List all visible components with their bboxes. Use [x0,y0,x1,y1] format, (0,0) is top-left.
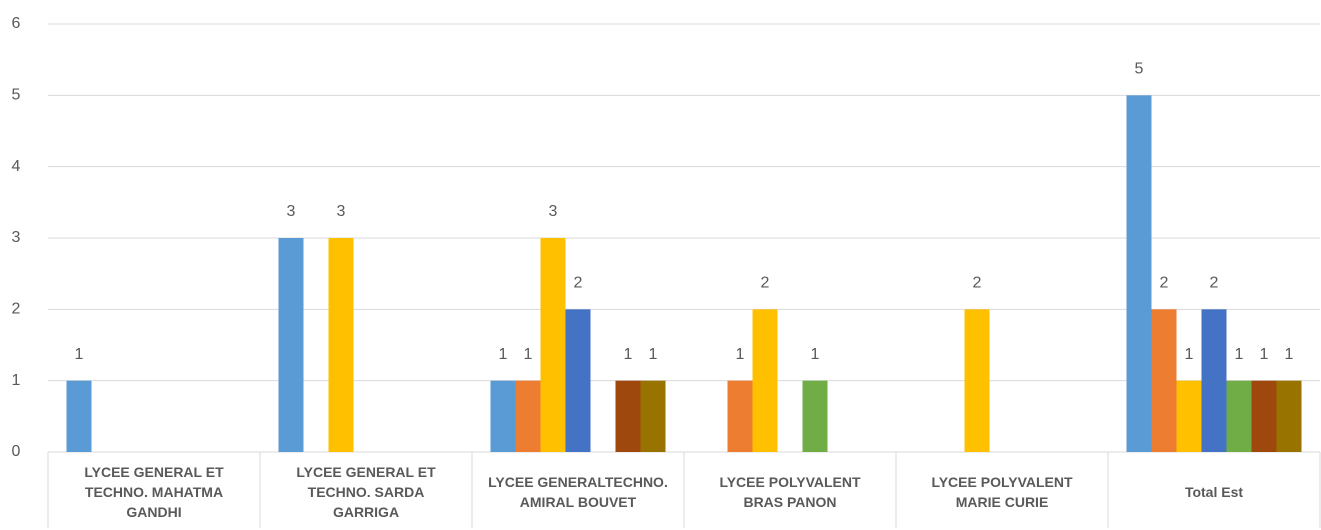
data-label: 2 [1160,275,1169,292]
x-tick-label: LYCEE GENERALTECHNO. AMIRAL BOUVET [488,474,668,510]
data-label: 1 [1235,346,1244,363]
data-label: 2 [973,275,982,292]
y-tick-label: 2 [12,301,21,318]
bar [328,238,354,452]
bar [964,309,990,452]
data-label: 3 [337,203,346,220]
bar [515,380,541,452]
bar [540,238,566,452]
y-tick-label: 0 [12,443,21,460]
x-tick-label: Total Est [1184,484,1244,500]
data-label: 1 [1285,346,1294,363]
x-tick-label: LYCEE POLYVALENT MARIE CURIE [931,474,1073,510]
data-label: 3 [287,203,296,220]
bar [565,309,591,452]
bar [640,380,666,452]
data-label: 1 [736,346,745,363]
bar [802,380,828,452]
data-label: 1 [624,346,633,363]
data-label: 1 [811,346,820,363]
x-tick-label: LYCEE GENERAL ET TECHNO. SARDA GARRIGA [296,464,436,520]
y-tick-label: 3 [12,229,21,246]
bar [278,238,304,452]
bar [1251,380,1277,452]
y-tick-label: 4 [12,158,21,175]
data-label: 1 [1260,346,1269,363]
x-tick-label: LYCEE GENERAL ET TECHNO. MAHATMA GANDHI [84,464,224,520]
data-label: 2 [1210,275,1219,292]
data-label: 1 [649,346,658,363]
y-tick-label: 5 [12,87,21,104]
bar [1201,309,1227,452]
y-tick-label: 1 [12,372,21,389]
data-label: 1 [1185,346,1194,363]
bar [727,380,753,452]
bar [66,380,92,452]
bar [615,380,641,452]
data-label: 3 [549,203,558,220]
bar [1151,309,1177,452]
bar [1126,95,1152,452]
data-label: 2 [574,275,583,292]
bar [1226,380,1252,452]
data-label: 1 [499,346,508,363]
data-label: 1 [524,346,533,363]
data-label: 5 [1135,61,1144,78]
data-label: 1 [75,346,84,363]
data-label: 2 [761,275,770,292]
bar [752,309,778,452]
y-tick-label: 6 [12,15,21,32]
x-tick-label: LYCEE POLYVALENT BRAS PANON [719,474,861,510]
bar [1276,380,1302,452]
bar [1176,380,1202,452]
bar [490,380,516,452]
